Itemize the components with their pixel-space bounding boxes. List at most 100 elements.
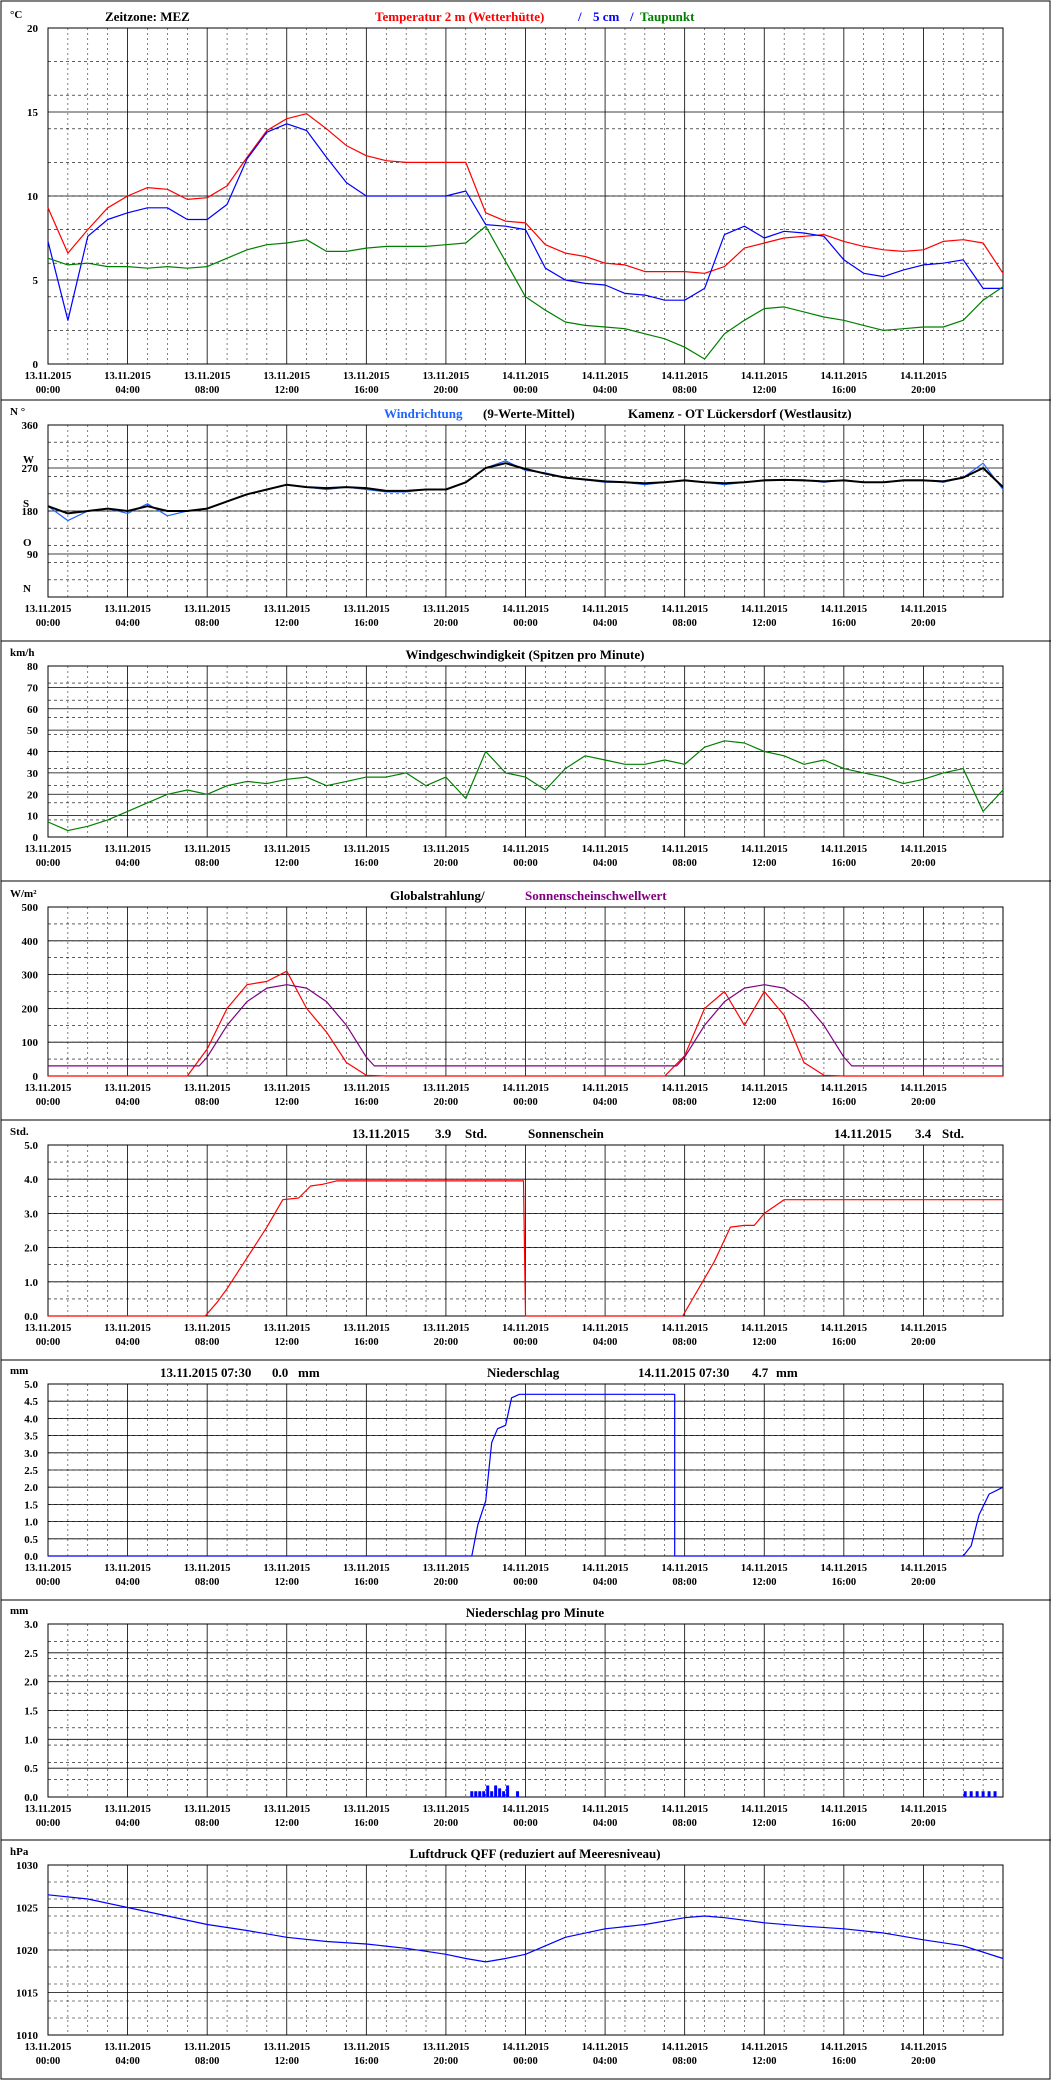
x-tick-time: 00:00 bbox=[513, 858, 538, 869]
panel-precipmin: 0.0 0.5 1.0 1.5 2.0 2.5 3.0 mm Niederschlag pro … bbox=[1, 1599, 1051, 1829]
x-tick-time: 00:00 bbox=[36, 2056, 61, 2067]
precip-minute-bar bbox=[993, 1791, 997, 1797]
x-tick-time: 20:00 bbox=[434, 1097, 459, 1108]
y-tick-label: 0.0 bbox=[24, 1551, 38, 1563]
x-tick-date: 13.11.2015 bbox=[104, 844, 151, 855]
unit-label: mm bbox=[10, 1365, 28, 1377]
x-tick-date: 14.11.2015 bbox=[741, 2042, 788, 2053]
unit-label: W/m² bbox=[10, 888, 37, 900]
grid bbox=[48, 1623, 1003, 1798]
x-tick-date: 13.11.2015 bbox=[343, 1323, 390, 1334]
x-tick-time: 20:00 bbox=[434, 618, 459, 629]
x-tick-time: 20:00 bbox=[911, 385, 936, 396]
y-tick-label: 300 bbox=[22, 970, 39, 982]
y-tick-labels: 0.0 0.5 1.0 1.5 2.0 2.5 3.0 3.5 4.0 4.5 5.0 bbox=[24, 1379, 38, 1563]
x-tick-time: 12:00 bbox=[275, 1097, 300, 1108]
x-tick-date: 13.11.2015 bbox=[104, 1804, 151, 1815]
x-tick-date: 13.11.2015 bbox=[104, 371, 151, 382]
panel-radiation: 0 100 200 300 400 500 W/m² Globalstrahlung/Sonn… bbox=[1, 880, 1051, 1108]
x-tick-date: 14.11.2015 bbox=[502, 604, 549, 615]
x-tick-time: 04:00 bbox=[593, 1097, 618, 1108]
x-tick-date: 14.11.2015 bbox=[661, 371, 708, 382]
y-tick-label: 200 bbox=[22, 1003, 39, 1015]
x-tick-time: 20:00 bbox=[434, 1818, 459, 1829]
x-tick-time: 04:00 bbox=[593, 385, 618, 396]
y-tick-labels: 0.0 0.5 1.0 1.5 2.0 2.5 3.0 bbox=[24, 1619, 38, 1804]
title-part: Globalstrahlung/ bbox=[390, 888, 485, 903]
y-tick-label: 2.5 bbox=[24, 1648, 38, 1660]
x-tick-date: 13.11.2015 bbox=[263, 2042, 310, 2053]
title-part: 3.9 bbox=[435, 1126, 452, 1141]
panel-precip: 0.00.51.01.52.02.53.03.54.04.55.0 mm 13.11… bbox=[1, 1359, 1051, 1588]
plot-frame bbox=[47, 1864, 1004, 2036]
x-tick-time: 04:00 bbox=[115, 385, 140, 396]
y-tick-label: 4.0 bbox=[24, 1174, 38, 1186]
x-tick-time: 16:00 bbox=[832, 385, 857, 396]
x-tick-time: 16:00 bbox=[832, 1097, 857, 1108]
series-line-0 bbox=[47, 740, 1004, 832]
x-tick-time: 20:00 bbox=[911, 2056, 936, 2067]
x-tick-date: 13.11.2015 bbox=[104, 604, 151, 615]
x-tick-date: 13.11.2015 bbox=[343, 604, 390, 615]
series-line-0 bbox=[48, 1393, 1004, 1557]
x-tick-time: 08:00 bbox=[672, 858, 697, 869]
x-tick-date: 13.11.2015 bbox=[104, 1323, 151, 1334]
x-tick-time: 08:00 bbox=[672, 385, 697, 396]
x-tick-date: 13.11.2015 bbox=[263, 1804, 310, 1815]
x-tick-time: 20:00 bbox=[911, 1337, 936, 1348]
y-tick-label: 30 bbox=[27, 768, 39, 780]
x-tick-date: 13.11.2015 bbox=[25, 2042, 72, 2053]
plot-frame bbox=[47, 665, 1004, 838]
x-tick-time: 04:00 bbox=[115, 618, 140, 629]
x-tick-date: 13.11.2015 bbox=[343, 1083, 390, 1094]
x-tick-date: 14.11.2015 bbox=[502, 844, 549, 855]
x-tick-time: 12:00 bbox=[752, 1818, 777, 1829]
y-tick-label: 1.0 bbox=[24, 1517, 38, 1529]
precip-minute-bar bbox=[969, 1791, 973, 1797]
title-part: Zeitzone: MEZ bbox=[105, 9, 190, 24]
x-tick-date: 14.11.2015 bbox=[820, 1563, 867, 1574]
x-tick-date: 14.11.2015 bbox=[582, 1083, 629, 1094]
x-tick-time: 12:00 bbox=[752, 1577, 777, 1588]
title-part: Niederschlag pro Minute bbox=[466, 1605, 605, 1620]
y-tick-label: 360 bbox=[22, 420, 39, 432]
series-line-2 bbox=[47, 225, 1004, 360]
x-tick-time: 00:00 bbox=[36, 858, 61, 869]
x-tick-date: 14.11.2015 bbox=[741, 1563, 788, 1574]
title-part: Std. bbox=[942, 1126, 964, 1141]
panel-winddir: 90 180 270 360 W S O N N ° Windrichtung (9-Werte-M… bbox=[1, 399, 1051, 629]
x-tick-time: 04:00 bbox=[593, 1337, 618, 1348]
x-tick-time: 20:00 bbox=[911, 1577, 936, 1588]
x-tick-time: 16:00 bbox=[354, 858, 379, 869]
y-tick-label: 80 bbox=[27, 661, 39, 673]
y-tick-label: 4.0 bbox=[24, 1413, 38, 1425]
series-line-0 bbox=[48, 970, 1003, 1077]
x-tick-time: 12:00 bbox=[752, 2056, 777, 2067]
x-tick-time: 16:00 bbox=[832, 1337, 857, 1348]
x-tick-date: 13.11.2015 bbox=[104, 1563, 151, 1574]
unit-label: mm bbox=[10, 1605, 28, 1617]
x-tick-time: 00:00 bbox=[513, 2056, 538, 2067]
x-tick-time: 12:00 bbox=[275, 385, 300, 396]
x-tick-date: 14.11.2015 bbox=[582, 1323, 629, 1334]
compass-label-s: S bbox=[23, 498, 29, 510]
x-tick-time: 16:00 bbox=[354, 1097, 379, 1108]
x-tick-time: 00:00 bbox=[36, 385, 61, 396]
x-tick-date: 14.11.2015 bbox=[900, 844, 947, 855]
x-tick-date: 13.11.2015 bbox=[263, 1083, 310, 1094]
y-tick-label: 2.0 bbox=[24, 1677, 38, 1689]
series-line-1 bbox=[47, 123, 1003, 321]
x-tick-time: 08:00 bbox=[195, 385, 220, 396]
y-tick-label: 1.0 bbox=[24, 1277, 38, 1289]
plot-frame bbox=[47, 1623, 1004, 1798]
series-line-0 bbox=[47, 113, 1004, 274]
x-tick-date: 13.11.2015 bbox=[184, 1804, 231, 1815]
title-part: 0.0 bbox=[272, 1365, 288, 1380]
x-tick-labels: 13.11.2015 00:00 13.11.2015 04:00 13.11.2015… bbox=[25, 1563, 947, 1588]
x-tick-time: 08:00 bbox=[672, 1577, 697, 1588]
y-tick-label: 70 bbox=[27, 682, 39, 694]
y-tick-label: 0.0 bbox=[24, 1792, 38, 1804]
x-tick-date: 13.11.2015 bbox=[343, 1563, 390, 1574]
x-tick-time: 04:00 bbox=[593, 858, 618, 869]
precip-minute-bar bbox=[975, 1791, 979, 1797]
